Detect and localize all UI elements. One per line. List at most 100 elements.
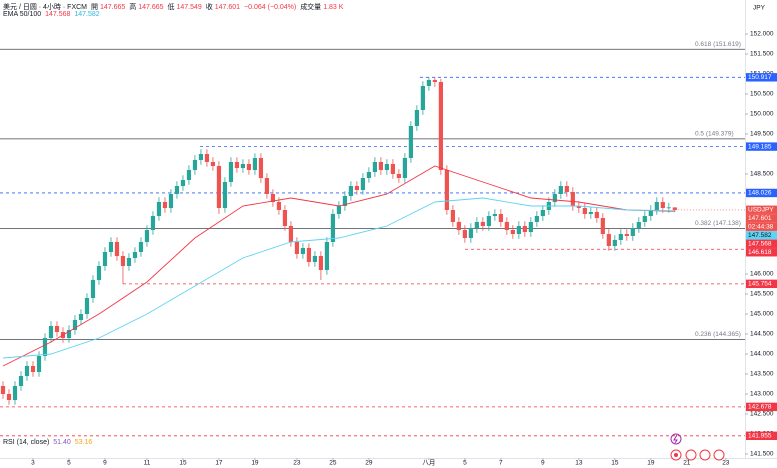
- x-tick-label: 八月: [422, 459, 435, 467]
- candle-body: [282, 210, 288, 226]
- candle-body: [264, 178, 270, 194]
- ticker-tag-bg: [746, 205, 777, 214]
- candle-body: [300, 248, 306, 254]
- candle-body: [288, 226, 294, 242]
- y-tick-label: 144.000: [750, 351, 774, 358]
- candle-body: [228, 162, 234, 182]
- y-tick-label: 150.000: [750, 111, 774, 118]
- candle-body: [666, 207, 671, 209]
- ema-tag-bg: [746, 231, 777, 240]
- y-tick-label: 143.500: [750, 371, 774, 378]
- rsi-value: 53.16: [74, 439, 93, 446]
- y-tick-label: 152.000: [750, 31, 774, 38]
- candle-body: [444, 170, 449, 210]
- level-tag-bg: [746, 248, 777, 257]
- candle-body: [618, 234, 623, 240]
- candle-body: [420, 86, 425, 110]
- candle-body: [576, 206, 581, 208]
- candle-body: [330, 214, 336, 242]
- candle-body: [390, 164, 395, 174]
- candle-body: [48, 326, 54, 338]
- ohlc-label: 收: [205, 4, 213, 11]
- candle-body: [456, 222, 461, 230]
- candle-body: [156, 202, 162, 216]
- fib-label: 0.5 (149.379): [695, 131, 734, 138]
- candle-body: [0, 386, 6, 394]
- change-pct: (−0.04%): [267, 4, 297, 11]
- x-tick-label: 19: [251, 460, 259, 467]
- x-tick-label: 23: [722, 460, 730, 467]
- candle-body: [354, 186, 360, 190]
- candle-body: [378, 162, 383, 170]
- candle-body: [312, 256, 318, 262]
- candle-body: [210, 162, 216, 166]
- candle-body: [348, 186, 354, 196]
- fib-label: 0.382 (147.138): [695, 220, 741, 227]
- candle-body: [414, 110, 419, 126]
- candle-body: [492, 214, 497, 216]
- candle-body: [126, 258, 132, 266]
- candle-body: [564, 186, 569, 192]
- ohlc-label: 高: [129, 4, 137, 11]
- candle-body: [192, 160, 198, 170]
- candle-body: [552, 194, 557, 202]
- candle-body: [438, 82, 443, 170]
- candle-body: [270, 194, 276, 202]
- candle-body: [114, 242, 120, 256]
- ema-label: EMA 50/100: [3, 11, 42, 18]
- x-tick-label: 23: [293, 460, 301, 467]
- candle-body: [582, 208, 587, 214]
- level-tag: 150.917: [748, 74, 772, 81]
- level-tag: 148.026: [748, 190, 772, 197]
- candle-body: [96, 266, 102, 280]
- candle-body: [474, 222, 479, 228]
- x-tick-label: 9: [541, 460, 545, 467]
- candle-body: [462, 230, 467, 238]
- candle-body: [372, 162, 377, 172]
- event-icon[interactable]: [699, 449, 711, 461]
- ema-value: 147.582: [74, 11, 100, 18]
- candle-body: [186, 170, 192, 180]
- icon-glyph: [674, 453, 678, 457]
- level-tag: 141.955: [748, 433, 772, 440]
- candle-body: [108, 242, 114, 252]
- candle-body: [12, 386, 18, 400]
- level-tag: 142.678: [748, 404, 772, 411]
- candle-body: [162, 202, 168, 208]
- candle-body: [504, 222, 509, 230]
- candle-body: [612, 240, 617, 246]
- volume: 1.83 K: [323, 4, 344, 11]
- rsi-legend: RSI (14, close) 51.40 53.16: [3, 439, 94, 446]
- event-icon[interactable]: [670, 433, 682, 445]
- y-tick-label: 151.500: [750, 51, 774, 58]
- candle-body: [528, 222, 533, 232]
- price-tag: 147.601: [748, 215, 772, 222]
- candle-body: [558, 186, 563, 194]
- event-icon[interactable]: [685, 449, 697, 461]
- ticker-tag: USDJPY: [748, 206, 774, 213]
- candle-body: [204, 154, 210, 162]
- candle-body: [18, 376, 24, 386]
- fib-label: 0.618 (151.619): [695, 41, 741, 48]
- level-tag-bg: [746, 279, 777, 289]
- candle-body: [396, 174, 401, 178]
- candle-body: [120, 256, 126, 266]
- y-tick-label: 149.500: [750, 131, 774, 138]
- event-icon[interactable]: [713, 449, 725, 461]
- candle-body: [66, 330, 72, 338]
- x-tick-label: 17: [215, 460, 223, 467]
- y-tick-label: 143.000: [750, 391, 774, 398]
- candle-body: [426, 80, 431, 86]
- ema-line: [2, 197, 675, 359]
- candle-body: [84, 298, 90, 314]
- candle-body: [540, 210, 545, 216]
- candle-body: [324, 242, 330, 270]
- candle-body: [384, 164, 389, 170]
- rsi-value: 51.40: [53, 439, 71, 446]
- x-tick-label: 11: [144, 460, 151, 467]
- candle-body: [642, 216, 647, 222]
- candle-body: [6, 394, 12, 400]
